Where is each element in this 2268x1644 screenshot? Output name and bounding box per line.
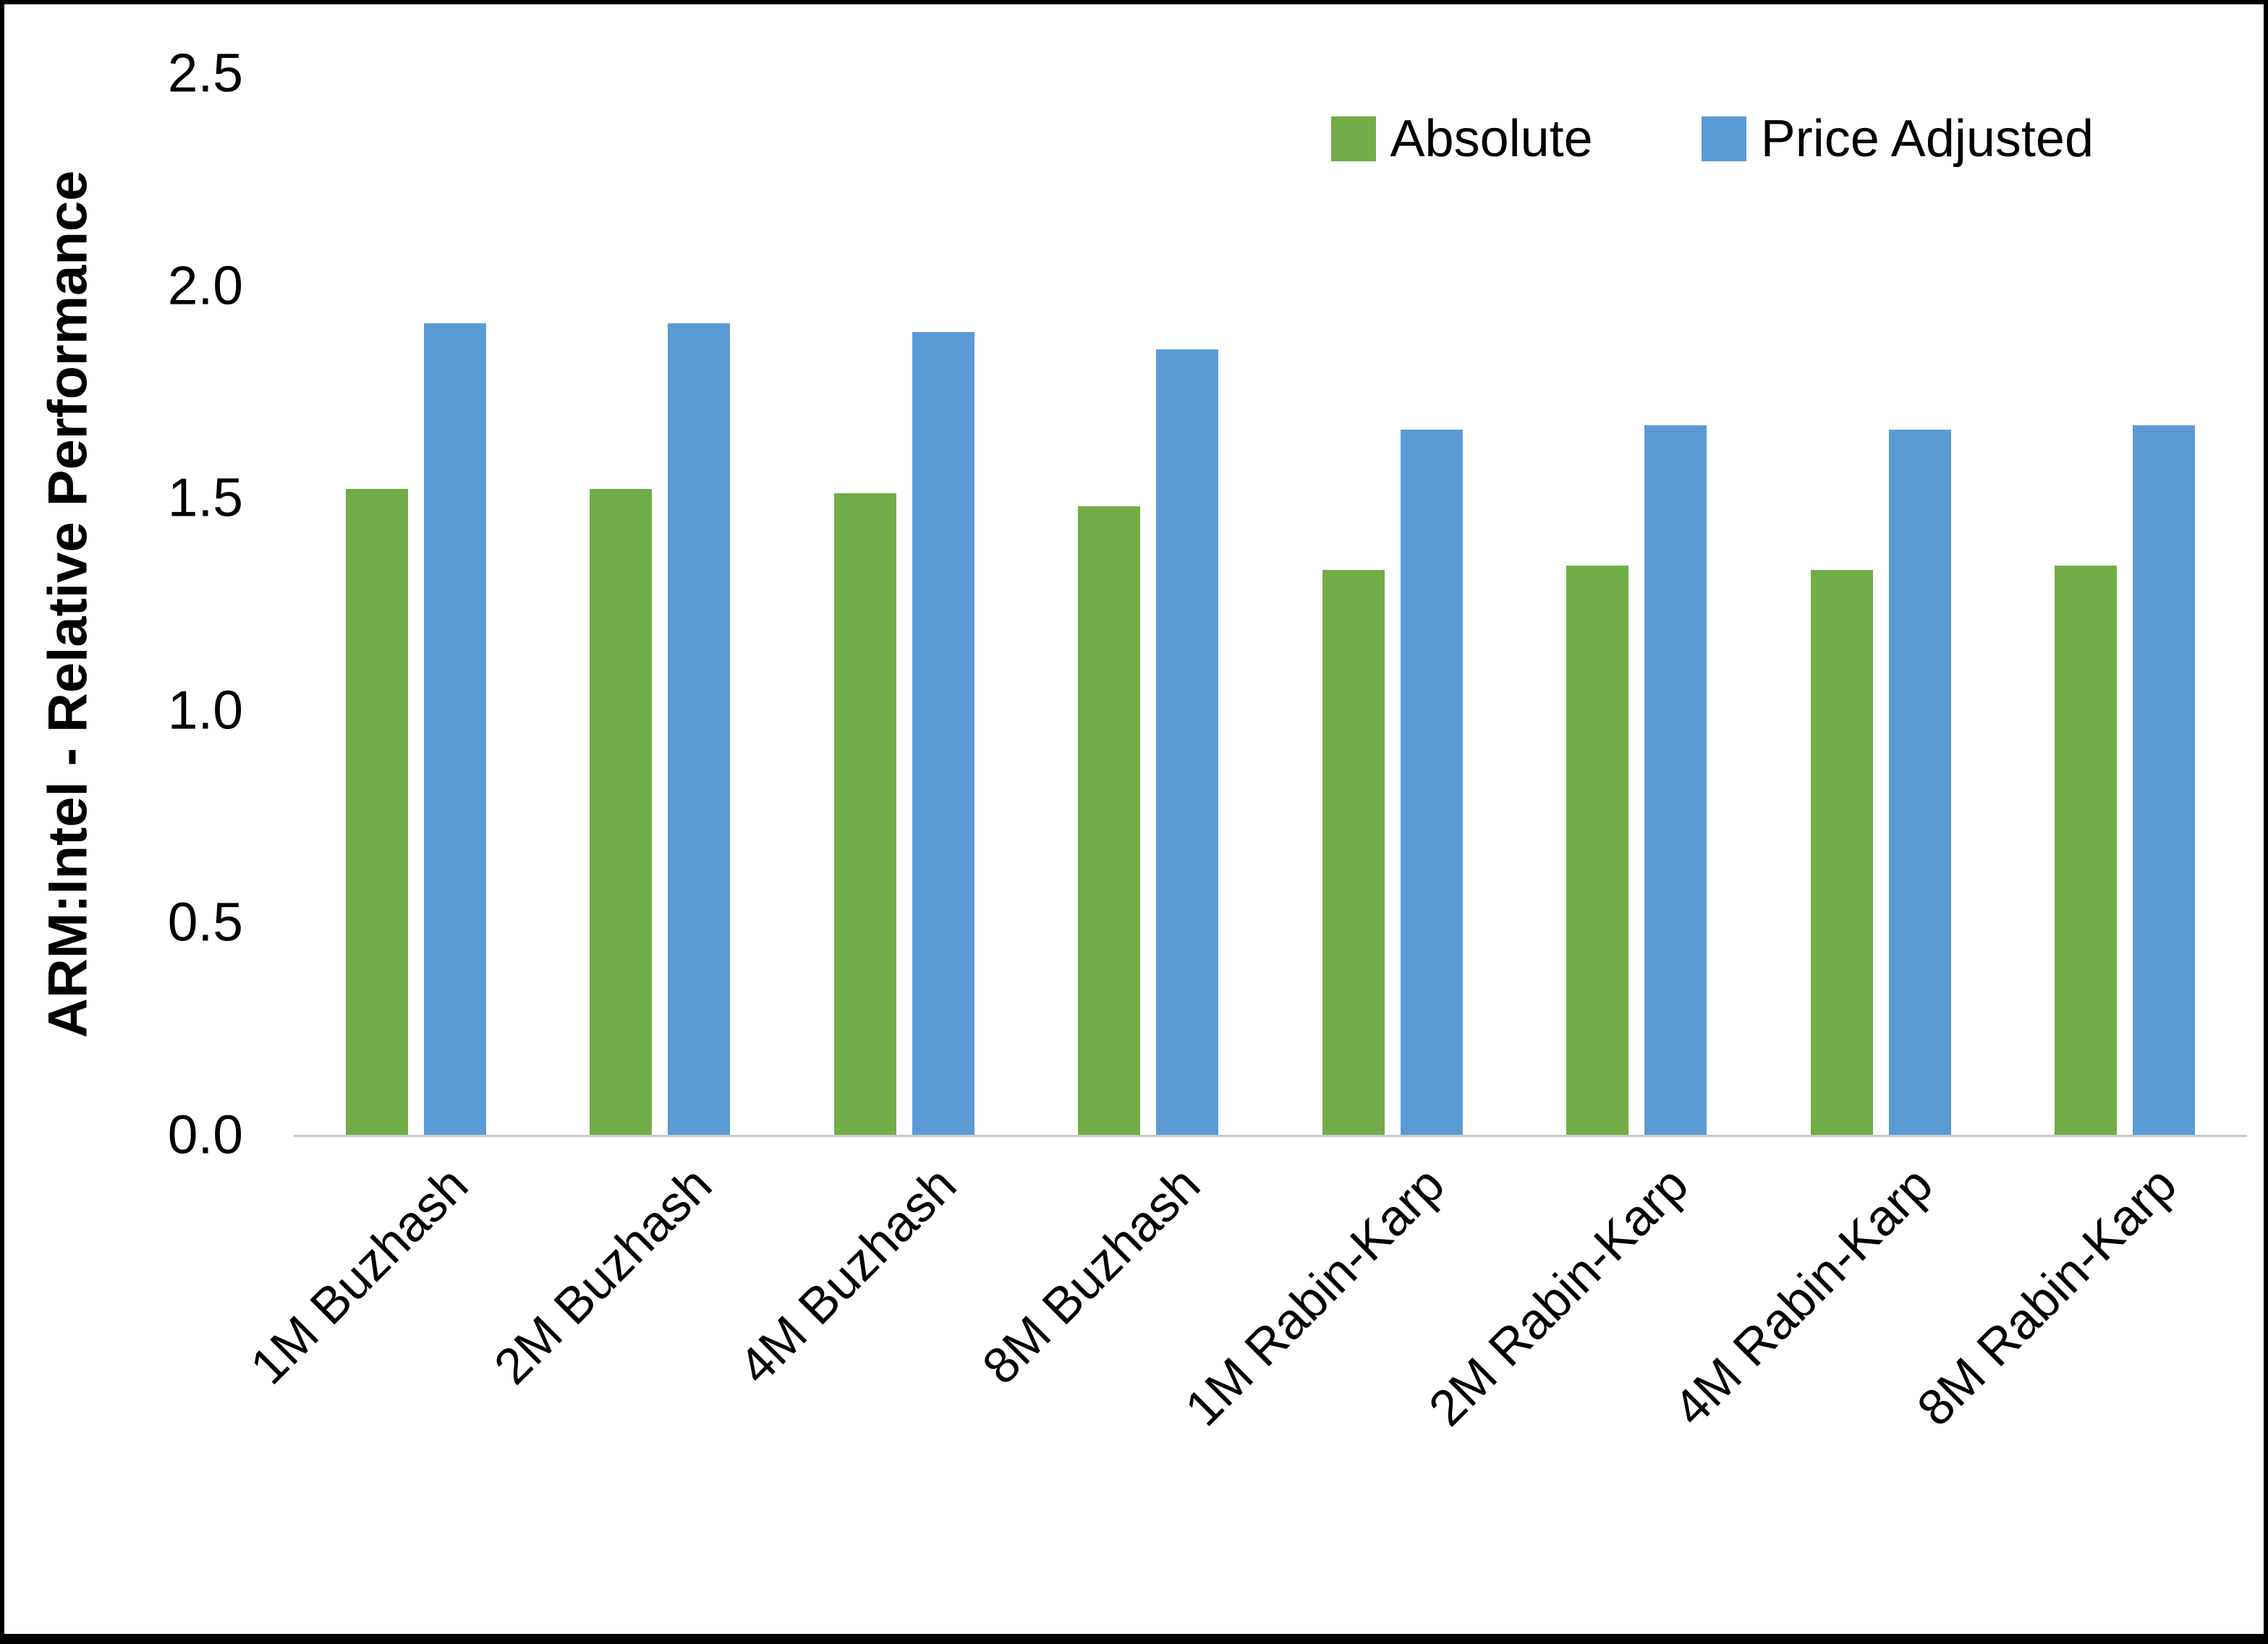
x-axis-label: 2M Rabin-Karp — [1418, 1156, 1699, 1437]
category-group: 2M Buzhash — [483, 73, 783, 1394]
bar-absolute — [1810, 570, 1873, 1135]
bar-pair — [1027, 73, 1271, 1135]
legend-swatch-price-adjusted — [1701, 116, 1746, 161]
bar-absolute — [590, 489, 653, 1135]
category-group: 2M Rabin-Karp — [1419, 73, 1759, 1436]
legend-label-absolute: Absolute — [1390, 110, 1593, 168]
bar-absolute — [345, 489, 408, 1135]
bar-price-adjusted — [912, 332, 974, 1135]
bar-price-adjusted — [1400, 430, 1463, 1135]
plot-area: 1M Buzhash 2M Buzhash 4M Buzhash 8M Buzhash… — [239, 73, 2248, 1436]
bar-absolute — [1322, 570, 1385, 1135]
category-group: 1M Buzhash — [239, 73, 538, 1394]
bar-absolute — [2055, 566, 2118, 1135]
bar-absolute — [1078, 506, 1141, 1135]
legend-item-absolute: Absolute — [1330, 110, 1593, 168]
category-group: 4M Rabin-Karp — [1662, 73, 2003, 1436]
category-group: 8M Buzhash — [972, 73, 1271, 1394]
x-axis-label: 2M Buzhash — [483, 1156, 723, 1395]
y-axis-tick: 2.0 — [167, 255, 243, 316]
x-axis-label: 8M Buzhash — [972, 1156, 1211, 1395]
bar-pair — [1270, 73, 1515, 1135]
x-axis-label: 1M Rabin-Karp — [1174, 1156, 1456, 1437]
bar-price-adjusted — [1156, 349, 1219, 1135]
bar-pair — [294, 73, 538, 1135]
x-axis-label: 8M Rabin-Karp — [1906, 1156, 2188, 1437]
category-group: 1M Rabin-Karp — [1174, 73, 1515, 1436]
y-axis-tick: 0.0 — [167, 1104, 243, 1165]
bar-price-adjusted — [423, 323, 486, 1135]
x-axis-label: 1M Buzhash — [239, 1156, 479, 1395]
bar-price-adjusted — [668, 323, 731, 1135]
y-axis-tick: 2.5 — [167, 42, 243, 103]
legend-item-price-adjusted: Price Adjusted — [1701, 110, 2094, 168]
x-axis-label: 4M Buzhash — [727, 1156, 967, 1395]
y-axis-tick: 1.5 — [167, 467, 243, 528]
bar-pair — [782, 73, 1027, 1135]
bar-absolute — [1566, 566, 1629, 1135]
bar-price-adjusted — [2133, 425, 2196, 1135]
y-axis-ticks: 0.0 0.5 1.0 1.5 2.0 2.5 — [48, 46, 243, 1162]
legend-swatch-absolute — [1330, 116, 1376, 161]
bar-absolute — [833, 493, 896, 1135]
legend-label-price-adjusted: Price Adjusted — [1760, 110, 2094, 168]
bar-pair — [1759, 73, 2003, 1135]
bar-pair — [538, 73, 783, 1135]
bar-price-adjusted — [1888, 430, 1951, 1135]
y-axis-tick: 1.0 — [167, 679, 243, 741]
bar-pair — [2003, 73, 2248, 1135]
category-group: 4M Buzhash — [728, 73, 1027, 1394]
category-group: 8M Rabin-Karp — [1907, 73, 2248, 1436]
x-axis-label: 4M Rabin-Karp — [1662, 1156, 1944, 1437]
y-axis-tick: 0.5 — [167, 891, 243, 953]
bar-pair — [1515, 73, 1759, 1135]
legend: Absolute Price Adjusted — [1330, 110, 2094, 168]
bar-price-adjusted — [1644, 425, 1707, 1135]
